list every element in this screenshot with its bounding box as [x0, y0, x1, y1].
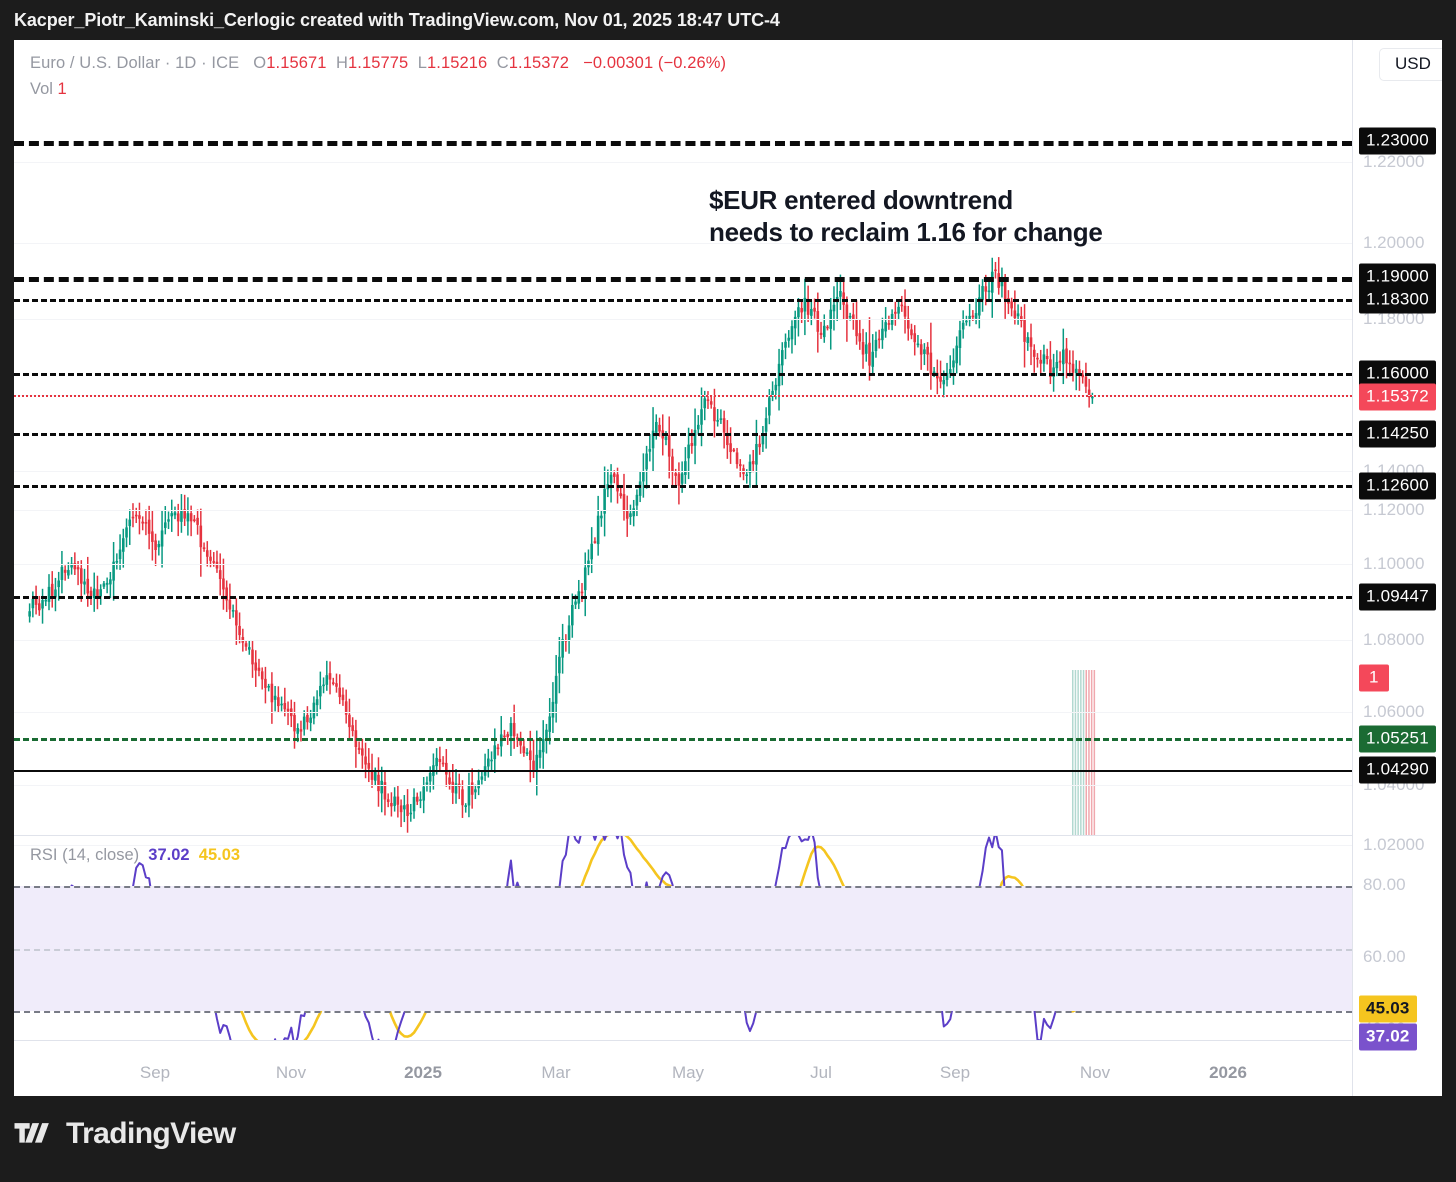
legend-change: −0.00301 (−0.26%): [583, 54, 727, 72]
gridline: [14, 243, 1352, 244]
rsi-level-50: [14, 949, 1352, 951]
volume-value-tag[interactable]: 1: [1359, 664, 1389, 692]
legend-low-label: L: [417, 54, 427, 72]
axis-tick: 1.20000: [1363, 233, 1425, 252]
price-tag-1-05251[interactable]: 1.05251: [1359, 725, 1436, 753]
gridline: [14, 640, 1352, 641]
legend-symbol[interactable]: Euro / U.S. Dollar: [30, 54, 161, 72]
legend-low-value: 1.15216: [426, 54, 488, 72]
rsi-axis-tick-80: 80.00: [1363, 875, 1406, 894]
attribution-text: Kacper_Piotr_Kaminski_Cerlogic created w…: [14, 10, 780, 30]
gridline: [14, 785, 1352, 786]
rsi-legend-ma-value: 45.03: [198, 846, 241, 864]
axis-tick: 1.22000: [1363, 152, 1425, 171]
time-label-jul: Jul: [810, 1063, 832, 1082]
price-tag-1-16000[interactable]: 1.16000: [1359, 360, 1436, 388]
axis-tick: 1.02000: [1363, 835, 1425, 854]
rsi-value-tag[interactable]: 37.02: [1359, 1023, 1417, 1051]
time-label-sep-1: Sep: [139, 1063, 171, 1082]
time-label-nov-1: Nov: [275, 1063, 307, 1082]
price-level-1-05251[interactable]: [14, 738, 1352, 741]
tradingview-brand: TradingView: [14, 1117, 236, 1151]
tradingview-brand-name: TradingView: [66, 1117, 236, 1150]
legend-close-value: 1.15372: [508, 54, 570, 72]
time-label-2025: 2025: [404, 1063, 442, 1082]
tradingview-logo-icon: [14, 1123, 49, 1143]
time-label-2026: 2026: [1209, 1063, 1247, 1082]
price-tag-1-23000[interactable]: 1.23000: [1359, 127, 1436, 155]
rsi-ma-value-tag[interactable]: 45.03: [1359, 995, 1417, 1023]
rsi-legend-title[interactable]: RSI (14, close): [30, 846, 140, 864]
volume-legend: Vol 1: [30, 80, 67, 99]
legend-high-value: 1.15775: [347, 54, 409, 72]
rsi-level-30: [14, 1011, 1352, 1013]
candlestick-series: [28, 257, 1096, 835]
axis-tick: 1.10000: [1363, 554, 1425, 573]
volume-legend-value: 1: [57, 80, 67, 98]
price-level-1-14250[interactable]: [14, 433, 1352, 436]
legend-interval[interactable]: 1D: [175, 54, 197, 72]
axis-tick: 1.08000: [1363, 630, 1425, 649]
legend-exchange: ICE: [211, 54, 240, 72]
legend-open-value: 1.15671: [266, 54, 327, 72]
price-level-1-19000[interactable]: [14, 277, 1352, 282]
time-axis[interactable]: Sep Nov 2025 Mar May Jul Sep Nov 2026: [14, 1040, 1352, 1096]
gridline: [14, 712, 1352, 713]
price-level-1-12600[interactable]: [14, 485, 1352, 488]
gridline: [14, 845, 1352, 846]
price-level-1-09447[interactable]: [14, 596, 1352, 599]
price-axis[interactable]: USD 1.22000 1.20000 1.18000 1.16000 1.14…: [1352, 40, 1442, 1096]
gridline: [14, 471, 1352, 472]
rsi-legend: RSI (14, close) 37.02 45.03: [30, 846, 240, 865]
price-level-1-18300[interactable]: [14, 299, 1352, 302]
axis-tick: 1.18000: [1363, 309, 1425, 328]
legend-close-label: C: [496, 54, 509, 72]
legend-high-label: H: [335, 54, 348, 72]
price-tag-1-04290[interactable]: 1.04290: [1359, 756, 1436, 784]
price-level-1-23000[interactable]: [14, 141, 1352, 146]
rsi-level-70: [14, 886, 1352, 888]
time-label-mar: Mar: [541, 1063, 571, 1082]
gridline: [14, 319, 1352, 320]
price-tag-1-18300[interactable]: 1.18300: [1359, 286, 1436, 314]
rsi-pane[interactable]: RSI (14, close) 37.02 45.03: [14, 835, 1352, 1041]
gridline: [14, 564, 1352, 565]
chart-annotation[interactable]: $EUR entered downtrend needs to reclaim …: [709, 185, 1103, 248]
current-price-line: [14, 395, 1352, 397]
price-tag-1-14250[interactable]: 1.14250: [1359, 420, 1436, 448]
time-label-may: May: [671, 1063, 705, 1082]
legend-sep-2: ·: [196, 54, 212, 72]
price-tag-1-19000[interactable]: 1.19000: [1359, 263, 1436, 291]
axis-tick: 1.06000: [1363, 702, 1425, 721]
chart-legend: Euro / U.S. Dollar · 1D · ICE O1.15671 H…: [30, 54, 726, 73]
annotation-line-2: needs to reclaim 1.16 for change: [709, 216, 1103, 247]
price-tag-current[interactable]: 1.15372: [1359, 383, 1436, 411]
gridline: [14, 162, 1352, 163]
price-pane[interactable]: Euro / U.S. Dollar · 1D · ICE O1.15671 H…: [14, 40, 1352, 846]
legend-open-label: O: [253, 54, 267, 72]
price-level-1-04290[interactable]: [14, 770, 1352, 772]
volume-legend-label: Vol: [30, 80, 53, 98]
rsi-band: [14, 886, 1352, 1011]
annotation-line-1: $EUR entered downtrend: [709, 185, 1013, 215]
price-level-1-16000[interactable]: [14, 373, 1352, 376]
currency-badge[interactable]: USD: [1379, 48, 1442, 81]
price-tag-1-09447[interactable]: 1.09447: [1359, 583, 1436, 611]
price-tag-1-12600[interactable]: 1.12600: [1359, 472, 1436, 500]
time-label-sep-2: Sep: [939, 1063, 971, 1082]
axis-tick: 1.12000: [1363, 500, 1425, 519]
rsi-axis-tick-60: 60.00: [1363, 947, 1406, 966]
rsi-legend-value: 37.02: [148, 846, 190, 864]
legend-sep-1: ·: [160, 54, 176, 72]
time-label-nov-2: Nov: [1079, 1063, 1111, 1082]
chart-panel: Euro / U.S. Dollar · 1D · ICE O1.15671 H…: [14, 40, 1442, 1096]
gridline: [14, 510, 1352, 511]
